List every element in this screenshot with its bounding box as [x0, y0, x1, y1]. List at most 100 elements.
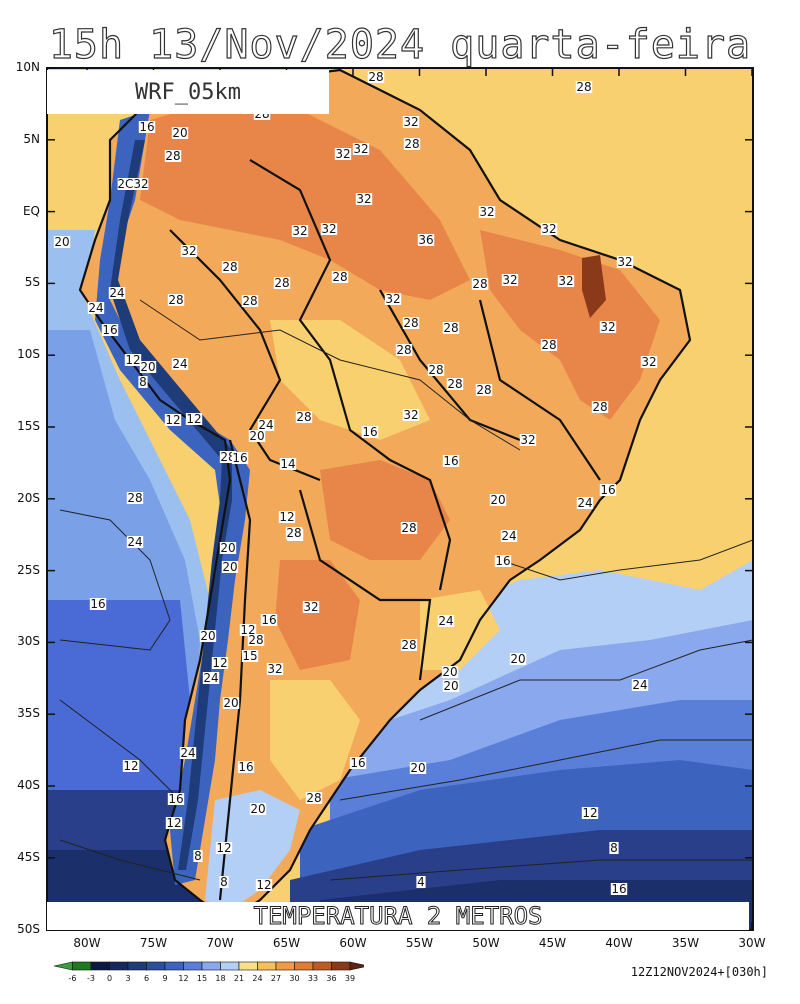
legend-tick-label: 21: [234, 974, 244, 983]
legend-tick-label: 0: [107, 974, 112, 983]
latitude-tick-label: 20S: [17, 490, 40, 505]
svg-text:28: 28: [222, 260, 237, 274]
svg-text:24: 24: [258, 418, 273, 432]
legend-tick-label: 39: [345, 974, 355, 983]
svg-text:16: 16: [238, 760, 253, 774]
contour-label: 16: [89, 597, 107, 611]
svg-text:28: 28: [286, 526, 301, 540]
svg-text:24: 24: [438, 614, 453, 628]
contour-label: 20: [139, 360, 157, 374]
legend-tick-label: 27: [271, 974, 281, 983]
isotherm-land-28: [139, 299, 521, 451]
svg-text:24: 24: [203, 671, 218, 685]
latitude-tick-label: 40S: [17, 778, 40, 792]
contour-label: 32: [320, 222, 338, 236]
svg-text:20: 20: [510, 652, 525, 666]
contour-label: 24: [631, 678, 649, 692]
contour-label: 20: [199, 629, 217, 643]
contour-label: 12: [165, 816, 183, 830]
contour-label: 4: [416, 875, 426, 889]
contour-label: 36: [417, 233, 435, 247]
legend-arrow-low: [53, 961, 73, 971]
latitude-tick-label: 10S: [17, 347, 40, 362]
contour-label: 28: [305, 791, 323, 805]
contour-label: 28: [575, 80, 593, 94]
contour-label: 16: [231, 451, 249, 465]
svg-text:20: 20: [250, 802, 265, 816]
andes-colder-core: [110, 140, 232, 870]
legend-tick-label: 33: [308, 974, 318, 983]
contour-label: 16: [167, 792, 185, 806]
svg-text:14: 14: [280, 457, 295, 471]
legend-swatch: [238, 961, 258, 971]
svg-text:32: 32: [641, 355, 656, 369]
svg-text:32: 32: [600, 320, 615, 334]
contour-label: 32: [402, 408, 420, 422]
svg-text:16: 16: [139, 120, 154, 134]
svg-text:12: 12: [279, 510, 294, 524]
contour-label: 28: [273, 276, 291, 290]
longitude-tick-label: 35W: [671, 936, 700, 950]
contour-label: 20: [171, 126, 189, 140]
contour-label: 24: [202, 671, 220, 685]
svg-text:32: 32: [403, 115, 418, 129]
svg-text:20: 20: [54, 235, 69, 249]
contour-label: 12: [278, 510, 296, 524]
svg-text:28: 28: [248, 633, 263, 647]
svg-text:16: 16: [232, 451, 247, 465]
contour-label: 28: [164, 149, 182, 163]
svg-text:20: 20: [443, 679, 458, 693]
contour-label: 12: [215, 841, 233, 855]
svg-text:28: 28: [401, 521, 416, 535]
svg-text:32: 32: [292, 224, 307, 238]
contour-label: 32: [180, 244, 198, 258]
svg-text:16: 16: [600, 483, 615, 497]
svg-text:24: 24: [172, 357, 187, 371]
contour-label: 32: [266, 662, 284, 676]
contour-label: 32: [402, 115, 420, 129]
border-peru-bolivia: [169, 229, 321, 482]
legend-swatch: [331, 961, 351, 971]
contour-label: 20: [441, 665, 459, 679]
latitude-tick-label: 10N: [15, 60, 40, 74]
contour-label: 32: [384, 292, 402, 306]
contour-label: 24: [500, 529, 518, 543]
svg-text:32: 32: [541, 222, 556, 236]
contour-label: 16: [494, 554, 512, 568]
svg-text:4: 4: [417, 875, 425, 889]
svg-text:24: 24: [180, 746, 195, 760]
contour-label: 32: [355, 192, 373, 206]
contour-label: 32: [352, 142, 370, 156]
contour-label: 14: [279, 457, 297, 471]
legend-swatch: [275, 961, 295, 971]
contour-label: 20: [222, 696, 240, 710]
svg-text:28: 28: [443, 321, 458, 335]
contour-label: 28: [285, 526, 303, 540]
latitude-tick-label: 5N: [23, 131, 40, 146]
latitude-tick-label: 30S: [17, 634, 40, 649]
contour-label: 28: [446, 377, 464, 391]
contour-label: 28: [241, 294, 259, 308]
latitude-tick-label: 50S: [17, 921, 40, 936]
variable-label: TEMPERATURA 2 METROS: [47, 902, 749, 931]
legend-swatch: [201, 961, 221, 971]
contour-label: 28: [475, 383, 493, 397]
svg-text:28: 28: [541, 338, 556, 352]
contour-label: 20: [219, 541, 237, 555]
contour-label: 2C32: [117, 177, 148, 191]
svg-text:16: 16: [168, 792, 183, 806]
svg-text:16: 16: [102, 323, 117, 337]
svg-text:2C32: 2C32: [117, 177, 148, 191]
svg-text:28: 28: [396, 343, 411, 357]
page-title: 15h 13/Nov/2024 quarta-feira: [48, 21, 752, 68]
contour-label: 32: [334, 147, 352, 161]
contour-label: 28: [331, 270, 349, 284]
svg-text:32: 32: [303, 600, 318, 614]
legend-tick-label: 18: [215, 974, 225, 983]
contour-label: 16: [260, 613, 278, 627]
svg-text:28: 28: [168, 293, 183, 307]
contour-label: 12: [211, 656, 229, 670]
svg-text:20: 20: [410, 761, 425, 775]
legend-tick-label: 6: [144, 974, 149, 983]
